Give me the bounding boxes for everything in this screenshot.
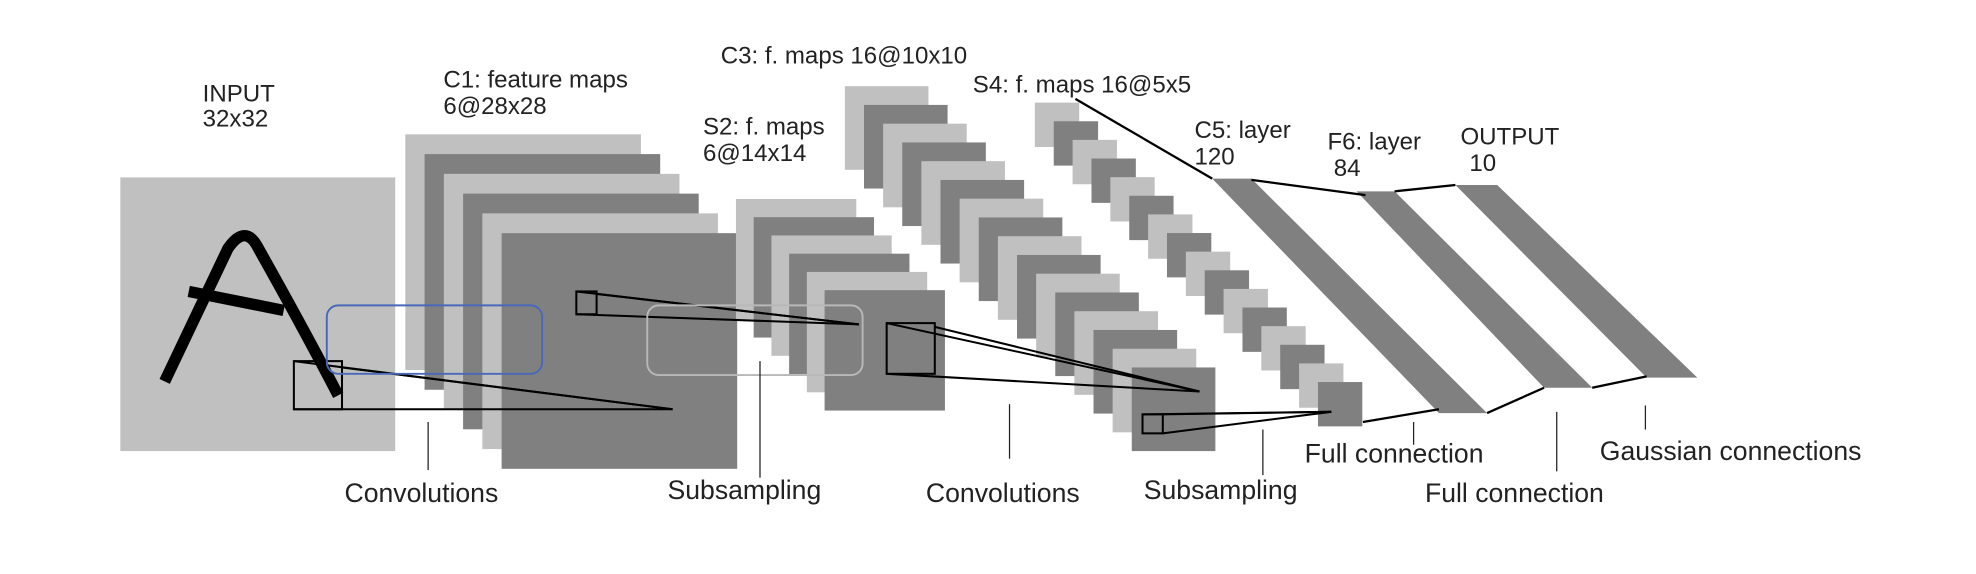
s2-size: 6@14x14 <box>703 140 806 167</box>
s4-label: S4: f. maps 16@5x5 <box>973 71 1191 98</box>
s2-label: S2: f. maps <box>703 113 825 140</box>
connection-line <box>1591 375 1647 389</box>
c5-size: 120 <box>1194 144 1234 171</box>
op-subsampling-2: Subsampling <box>1144 475 1298 505</box>
f6-layer-band <box>1356 191 1593 388</box>
input-label: INPUT <box>203 80 275 107</box>
connection-line <box>1362 408 1440 424</box>
cone-line <box>1162 410 1332 435</box>
f6-size: 84 <box>1334 155 1361 182</box>
c1-feature-map <box>501 233 738 469</box>
cone-line <box>576 313 859 326</box>
op-gaussian-connections: Gaussian connections <box>1600 436 1862 466</box>
connection-lines <box>1074 97 1647 424</box>
c1-size: 6@28x28 <box>443 93 546 120</box>
s4-feature-map <box>1317 382 1363 427</box>
s2-kernel <box>885 322 936 375</box>
connection-line <box>1486 386 1545 415</box>
connection-line <box>1074 97 1213 180</box>
c3-feature-map <box>1131 367 1216 452</box>
c5-layer-band <box>1212 178 1488 414</box>
kernel-cones <box>292 290 1332 435</box>
cone-line <box>886 322 1200 393</box>
input-size: 32x32 <box>203 106 269 133</box>
output-size: 10 <box>1469 150 1496 177</box>
cone-line <box>934 325 1200 393</box>
output-layer-band <box>1455 184 1698 378</box>
connection-line <box>1251 178 1366 197</box>
s2-feature-map <box>824 290 945 411</box>
op-subsampling-1: Subsampling <box>668 475 822 505</box>
cone-line <box>1162 410 1332 416</box>
c5-label: C5: layer <box>1194 117 1290 144</box>
highlight-box-gray <box>646 304 864 377</box>
feature-map-stacks <box>405 86 1363 469</box>
cone-line <box>886 372 1200 393</box>
c3-label: C3: f. maps 16@10x10 <box>721 42 967 69</box>
op-full-connection-1: Full connection <box>1305 438 1484 468</box>
highlight-box-blue <box>325 304 544 375</box>
cone-line <box>596 292 859 326</box>
input-image <box>120 177 396 452</box>
op-convolutions-1: Convolutions <box>345 478 499 508</box>
output-label: OUTPUT <box>1460 123 1559 150</box>
connection-line <box>1394 183 1456 193</box>
c1-label: C1: feature maps <box>443 66 628 93</box>
leader-ticks <box>427 361 1647 478</box>
op-full-connection-2: Full connection <box>1425 478 1604 508</box>
f6-label: F6: layer <box>1327 129 1421 156</box>
op-convolutions-2: Convolutions <box>926 478 1080 508</box>
